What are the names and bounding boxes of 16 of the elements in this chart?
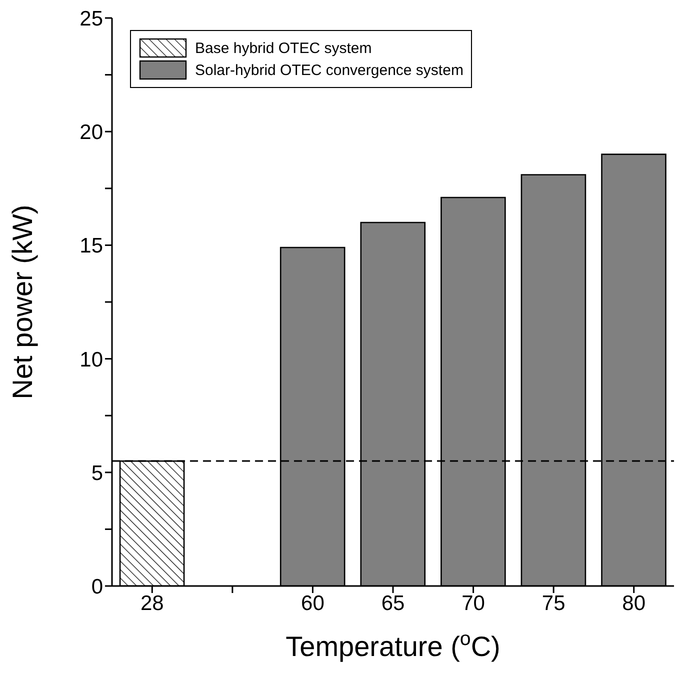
legend-label: Solar-hybrid OTEC convergence system	[195, 62, 464, 78]
x-tick-label: 70	[462, 592, 485, 615]
legend-label: Base hybrid OTEC system	[195, 40, 372, 56]
x-tick-label: 80	[622, 592, 646, 615]
x-axis-title: Temperature ($^{o}$C)	[286, 628, 500, 662]
y-tick-label: 10	[80, 348, 103, 372]
y-tick-label: 0	[91, 575, 103, 598]
y-tick-label: 20	[80, 121, 103, 144]
y-tick-label: 25	[80, 7, 103, 30]
x-tick-label: 75	[542, 592, 566, 615]
y-tick-label: 5	[91, 462, 103, 485]
x-tick-label: 28	[140, 592, 164, 615]
x-tick-label: 65	[381, 592, 405, 615]
y-axis-title: Net power (kW)	[6, 204, 38, 400]
y-tick-label: 15	[80, 234, 103, 258]
x-tick-label: 60	[301, 592, 324, 615]
